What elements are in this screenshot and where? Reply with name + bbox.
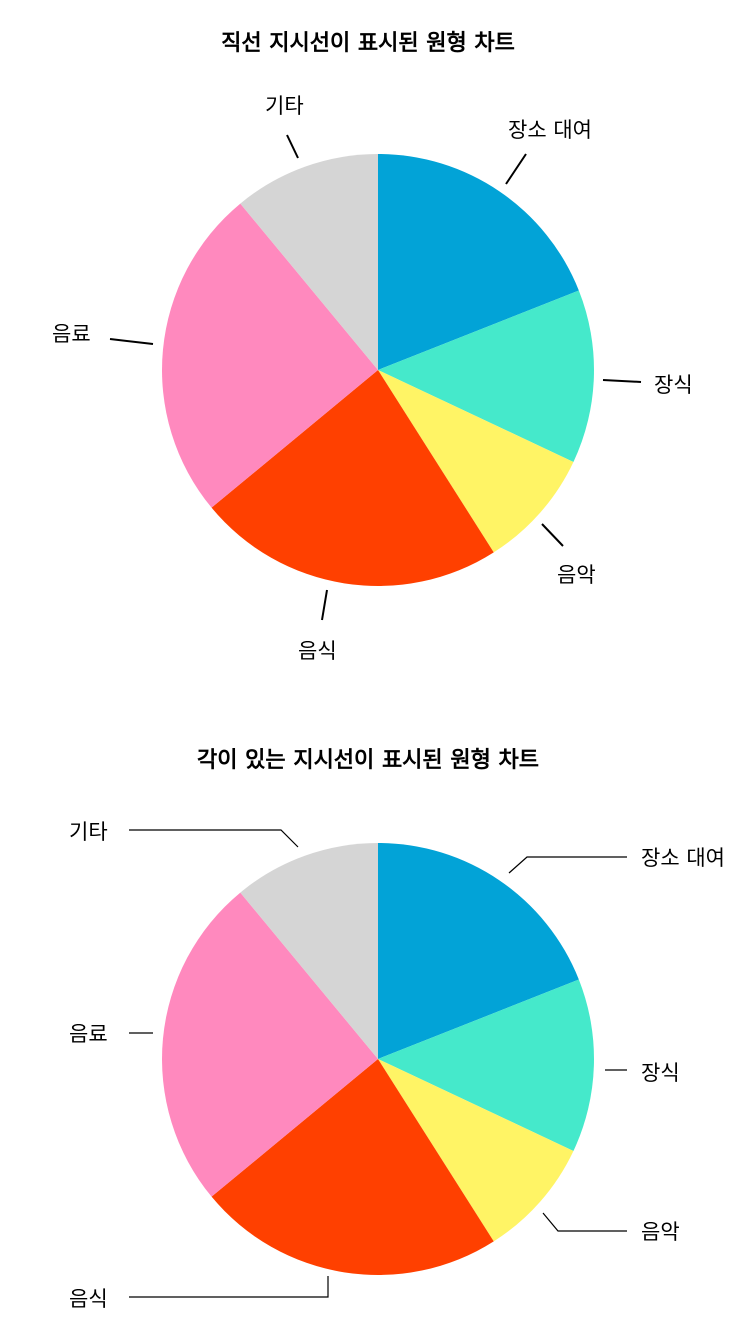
pie-slices: [162, 154, 594, 586]
chart-title: 각이 있는 지시선이 표시된 원형 차트: [197, 748, 539, 773]
leader-line: [321, 589, 328, 621]
chart-title: 직선 지시선이 표시된 원형 차트: [221, 31, 515, 56]
slice-label: 음식: [69, 1287, 108, 1311]
pie-slice: [378, 154, 579, 370]
leader-line: [542, 1212, 627, 1232]
leader-line: [602, 379, 642, 383]
pie-slice: [240, 843, 378, 1059]
slice-label: 음료: [69, 1022, 108, 1046]
slice-label: 장식: [641, 1061, 680, 1085]
leader-line: [109, 338, 154, 345]
slice-label: 음악: [557, 563, 596, 587]
leader-line: [286, 134, 299, 159]
leader-line: [505, 153, 527, 185]
slice-label: 음식: [298, 639, 337, 663]
slice-label: 장소 대여: [641, 846, 725, 870]
pie-slice: [211, 370, 494, 586]
leader-line: [541, 523, 564, 547]
pie-slice: [211, 1059, 494, 1275]
leader-line: [129, 829, 299, 848]
pie-slice: [378, 1059, 574, 1242]
pie-slice: [162, 203, 378, 508]
leader-lines: [109, 134, 642, 621]
leader-line: [129, 1276, 329, 1298]
pie-slice: [378, 843, 579, 1059]
leader-lines: [129, 829, 627, 1298]
slice-label: 장식: [654, 373, 693, 397]
pie-slice: [240, 154, 378, 370]
pie-slice: [162, 892, 378, 1197]
leader-line: [508, 856, 627, 874]
slice-label: 기타: [265, 94, 304, 118]
pie-slice: [378, 370, 574, 553]
slice-label: 장소 대여: [508, 118, 592, 142]
slice-label: 음료: [52, 322, 91, 346]
slice-label: 음악: [641, 1220, 680, 1244]
pie-slice: [378, 290, 594, 462]
slice-label: 기타: [69, 820, 108, 844]
pie-slices: [162, 843, 594, 1275]
pie-slice: [378, 979, 594, 1151]
